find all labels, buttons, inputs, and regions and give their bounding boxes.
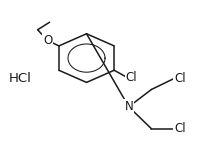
Text: O: O (43, 34, 52, 47)
Text: N: N (124, 100, 133, 113)
Text: Cl: Cl (174, 122, 186, 135)
Text: Cl: Cl (174, 72, 186, 85)
Text: Cl: Cl (125, 71, 137, 84)
Text: HCl: HCl (9, 72, 32, 85)
